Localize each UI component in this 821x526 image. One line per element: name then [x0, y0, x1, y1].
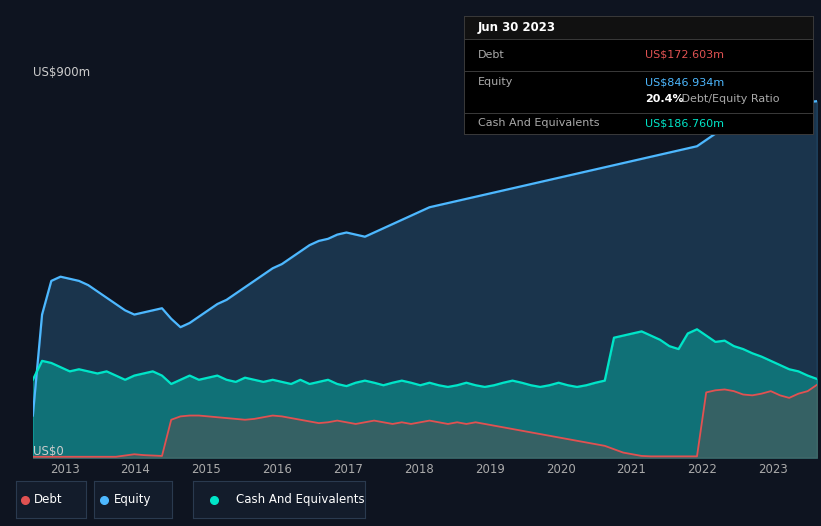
- Text: US$186.760m: US$186.760m: [645, 118, 724, 128]
- Text: Cash And Equivalents: Cash And Equivalents: [236, 493, 365, 506]
- Text: Cash And Equivalents: Cash And Equivalents: [478, 118, 599, 128]
- Text: Debt: Debt: [34, 493, 62, 506]
- Text: US$900m: US$900m: [33, 66, 90, 79]
- Text: Debt/Equity Ratio: Debt/Equity Ratio: [678, 94, 780, 104]
- Text: Equity: Equity: [478, 77, 513, 87]
- Text: US$172.603m: US$172.603m: [645, 50, 724, 60]
- Text: Jun 30 2023: Jun 30 2023: [478, 21, 556, 34]
- Text: US$846.934m: US$846.934m: [645, 77, 725, 87]
- Bar: [464, 16, 813, 39]
- Text: Debt: Debt: [478, 50, 505, 60]
- Text: US$0: US$0: [33, 444, 63, 458]
- Text: Equity: Equity: [114, 493, 151, 506]
- Text: 20.4%: 20.4%: [645, 94, 684, 104]
